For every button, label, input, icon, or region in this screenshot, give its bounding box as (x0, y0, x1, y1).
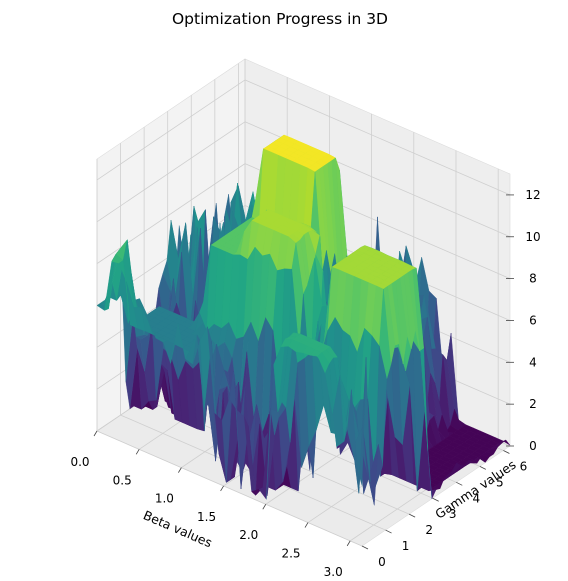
y-tick-mark (479, 466, 487, 470)
y-tick-label: 4 (472, 491, 480, 505)
x-tick-label: 2.5 (281, 547, 300, 561)
y-tick-mark (456, 481, 463, 486)
z-tick-label: 8 (529, 272, 537, 286)
z-tick-label: 6 (529, 313, 537, 327)
grid-line-gamma (96, 430, 363, 547)
y-tick-label: 5 (496, 475, 504, 489)
y-tick-label: 6 (520, 459, 528, 473)
y-tick-mark (432, 497, 439, 502)
x-tick-label: 0.5 (113, 473, 132, 487)
y-tick-label: 3 (449, 507, 457, 521)
grid-line-z (96, 121, 246, 223)
y-tick-mark (361, 545, 369, 550)
grid-line-z (244, 79, 511, 196)
x-tick-label: 1.5 (197, 510, 216, 524)
x-tick-mark (220, 485, 224, 492)
z-tick-label: 10 (525, 230, 540, 244)
x-tick-mark (304, 522, 309, 528)
x-tick-mark (135, 449, 140, 455)
x-tick-mark (93, 430, 98, 437)
z-tick-label: 4 (529, 355, 537, 369)
x-tick-mark (178, 467, 182, 473)
surface-facet (354, 357, 367, 494)
y-tick-mark (503, 450, 510, 454)
x-tick-label: 0.0 (70, 455, 89, 469)
surface-plot (96, 134, 511, 506)
y-tick-label: 2 (425, 523, 433, 537)
x-tick-label: 2.0 (239, 528, 258, 542)
x-tick-mark (262, 504, 267, 510)
chart-title: Optimization Progress in 3D (172, 10, 388, 28)
x-tick-label: 1.0 (155, 492, 174, 506)
z-tick-label: 0 (529, 439, 537, 453)
y-tick-label: 1 (402, 539, 410, 553)
y-tick-mark (408, 513, 416, 518)
x-tick-label: 3.0 (324, 565, 343, 579)
z-tick-label: 12 (525, 188, 540, 202)
y-tick-label: 0 (378, 555, 386, 569)
grid-line-z (96, 79, 246, 181)
z-tick-label: 2 (529, 397, 537, 411)
y-tick-mark (385, 529, 392, 534)
x-tick-mark (346, 540, 351, 547)
